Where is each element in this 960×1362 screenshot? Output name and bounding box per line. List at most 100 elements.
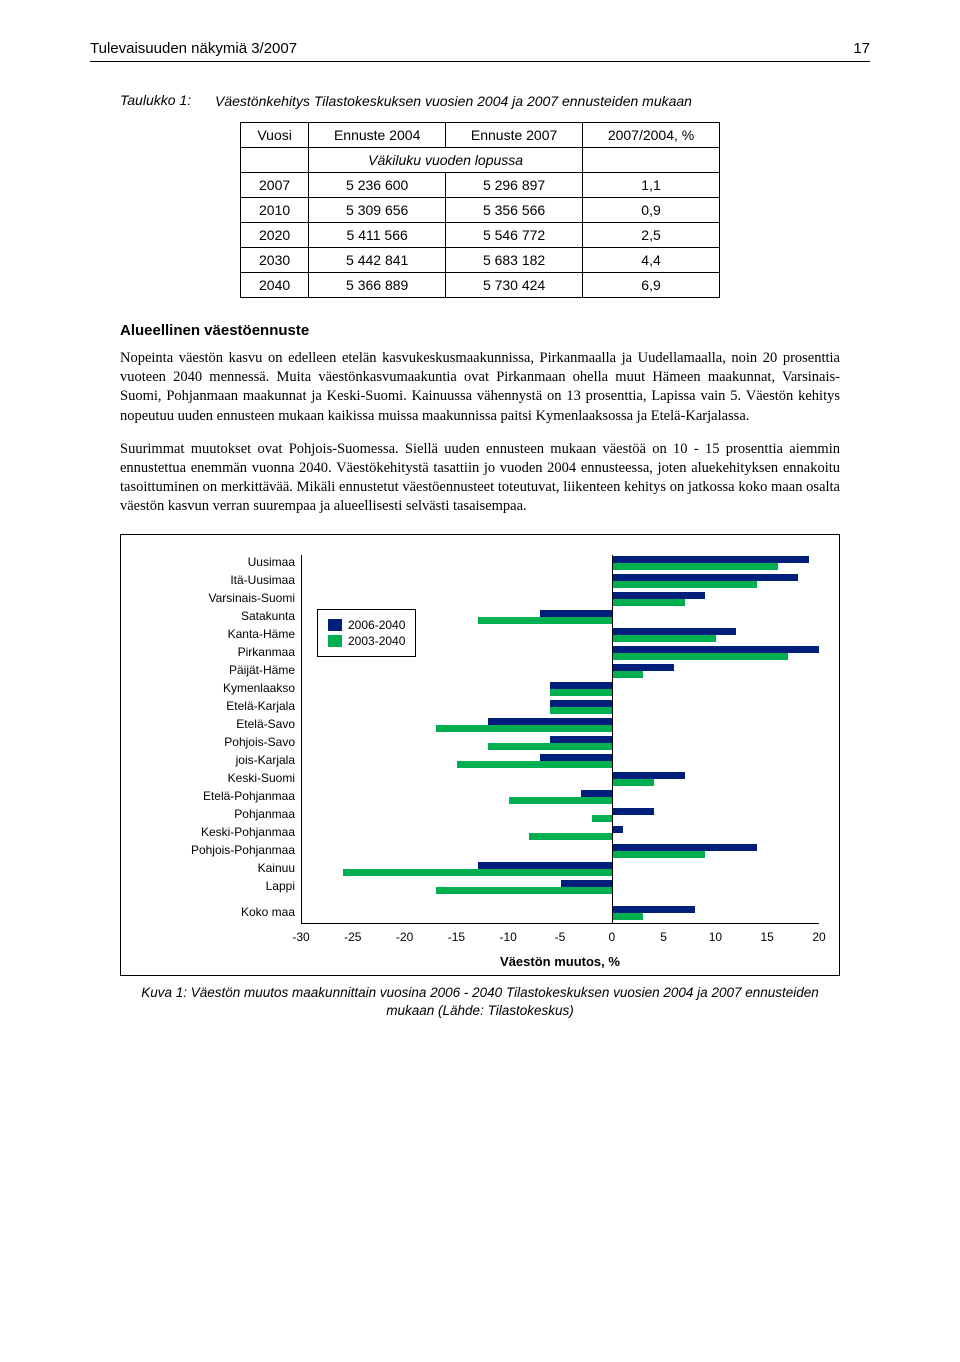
chart-bar-group [302,573,819,591]
chart-category-label: Pirkanmaa [141,645,301,663]
table-cell: 2040 [241,273,309,298]
chart-x-tick: 10 [709,930,722,944]
chart-bar [612,671,643,678]
chart-bar [612,779,653,786]
col-ratio: 2007/2004, % [583,123,720,148]
page-number: 17 [853,40,870,57]
chart-bar [478,862,612,869]
chart-bar-group [302,699,819,717]
legend-item-0: 2006-2040 [328,618,405,632]
chart-bar [612,851,705,858]
chart-category-label: Päijät-Häme [141,663,301,681]
chart-bar [612,826,622,833]
table-cell: 6,9 [583,273,720,298]
figure-caption: Kuva 1: Väestön muutos maakunnittain vuo… [120,984,840,1019]
chart-category-label: Pohjois-Savo [141,735,301,753]
chart-bar [612,592,705,599]
table-header-row: Vuosi Ennuste 2004 Ennuste 2007 2007/200… [241,123,720,148]
chart-category-label: Kainuu [141,861,301,879]
page: Tulevaisuuden näkymiä 3/2007 17 Taulukko… [0,0,960,1049]
chart-category-label: Kymenlaakso [141,681,301,699]
chart-x-tick: -15 [448,930,465,944]
chart-category-label: Lappi [141,879,301,897]
table-cell: 2,5 [583,223,720,248]
table-cell: 2020 [241,223,309,248]
chart-bar [478,617,612,624]
legend-swatch-1 [328,635,342,647]
chart-bar [540,610,612,617]
chart-bar [612,913,643,920]
header-rule [90,61,870,62]
chart-container: UusimaaItä-UusimaaVarsinais-SuomiSatakun… [120,534,840,976]
table-cell: 5 296 897 [446,173,583,198]
table-row: 20305 442 8415 683 1824,4 [241,248,720,273]
table-row: 20075 236 6005 296 8971,1 [241,173,720,198]
chart-y-labels: UusimaaItä-UusimaaVarsinais-SuomiSatakun… [141,555,301,924]
subhead-empty [241,148,309,173]
table-cell: 1,1 [583,173,720,198]
table-caption-text: Väestönkehitys Tilastokeskuksen vuosien … [215,92,840,110]
chart-bar [529,833,612,840]
table-row: 20405 366 8895 730 4246,9 [241,273,720,298]
chart-bar [612,581,757,588]
chart-bar [592,815,613,822]
paragraph-2: Suurimmat muutokset ovat Pohjois-Suomess… [120,440,840,517]
table-cell: 2030 [241,248,309,273]
chart-bar [612,556,808,563]
chart-bar [612,563,777,570]
chart-bar-group [302,807,819,825]
col-ennuste-2004: Ennuste 2004 [309,123,446,148]
chart-bar-group [302,735,819,753]
table-cell: 2007 [241,173,309,198]
chart-x-tick: -20 [396,930,413,944]
table-cell: 5 356 566 [446,198,583,223]
table-row: 20105 309 6565 356 5660,9 [241,198,720,223]
chart-bar [612,653,788,660]
chart-bar [612,574,798,581]
chart-bar [550,700,612,707]
table-cell: 5 730 424 [446,273,583,298]
table-cell: 5 236 600 [309,173,446,198]
chart-bar [612,844,757,851]
chart-x-tick: 0 [608,930,615,944]
chart-bar [561,880,613,887]
chart-bar [550,689,612,696]
chart-bar-group [302,789,819,807]
chart-x-tick: -25 [344,930,361,944]
chart-bar [436,887,612,894]
table-cell: 5 442 841 [309,248,446,273]
chart-x-tick: -30 [292,930,309,944]
chart-x-tick: 20 [812,930,825,944]
chart-bar [550,736,612,743]
chart-bar [457,761,612,768]
chart-x-tick: -10 [500,930,517,944]
col-ennuste-2007: Ennuste 2007 [446,123,583,148]
chart-bar [550,707,612,714]
chart-bar-group [302,879,819,897]
chart-bar [612,635,715,642]
chart-bar-group [302,825,819,843]
data-table: Vuosi Ennuste 2004 Ennuste 2007 2007/200… [240,122,720,298]
chart-bar [488,743,612,750]
chart-category-label: jois-Karjala [141,753,301,771]
chart-legend: 2006-2040 2003-2040 [317,609,416,657]
chart-bar-group [302,843,819,861]
table-cell: 4,4 [583,248,720,273]
chart-category-label: Varsinais-Suomi [141,591,301,609]
chart-bar [612,808,653,815]
chart-x-tick: 5 [660,930,667,944]
chart-bar [612,772,684,779]
page-header: Tulevaisuuden näkymiä 3/2007 17 [90,40,870,57]
chart-bar-group [302,771,819,789]
chart-bar [509,797,612,804]
section-heading: Alueellinen väestöennuste [120,322,840,339]
chart-category-label: Pohjois-Pohjanmaa [141,843,301,861]
chart-bar-group [302,663,819,681]
chart-bar [488,718,612,725]
chart-bar [612,599,684,606]
chart-bar [550,682,612,689]
table-cell: 2010 [241,198,309,223]
chart-bar-group [302,591,819,609]
table-cell: 5 683 182 [446,248,583,273]
chart-bar-group [302,555,819,573]
